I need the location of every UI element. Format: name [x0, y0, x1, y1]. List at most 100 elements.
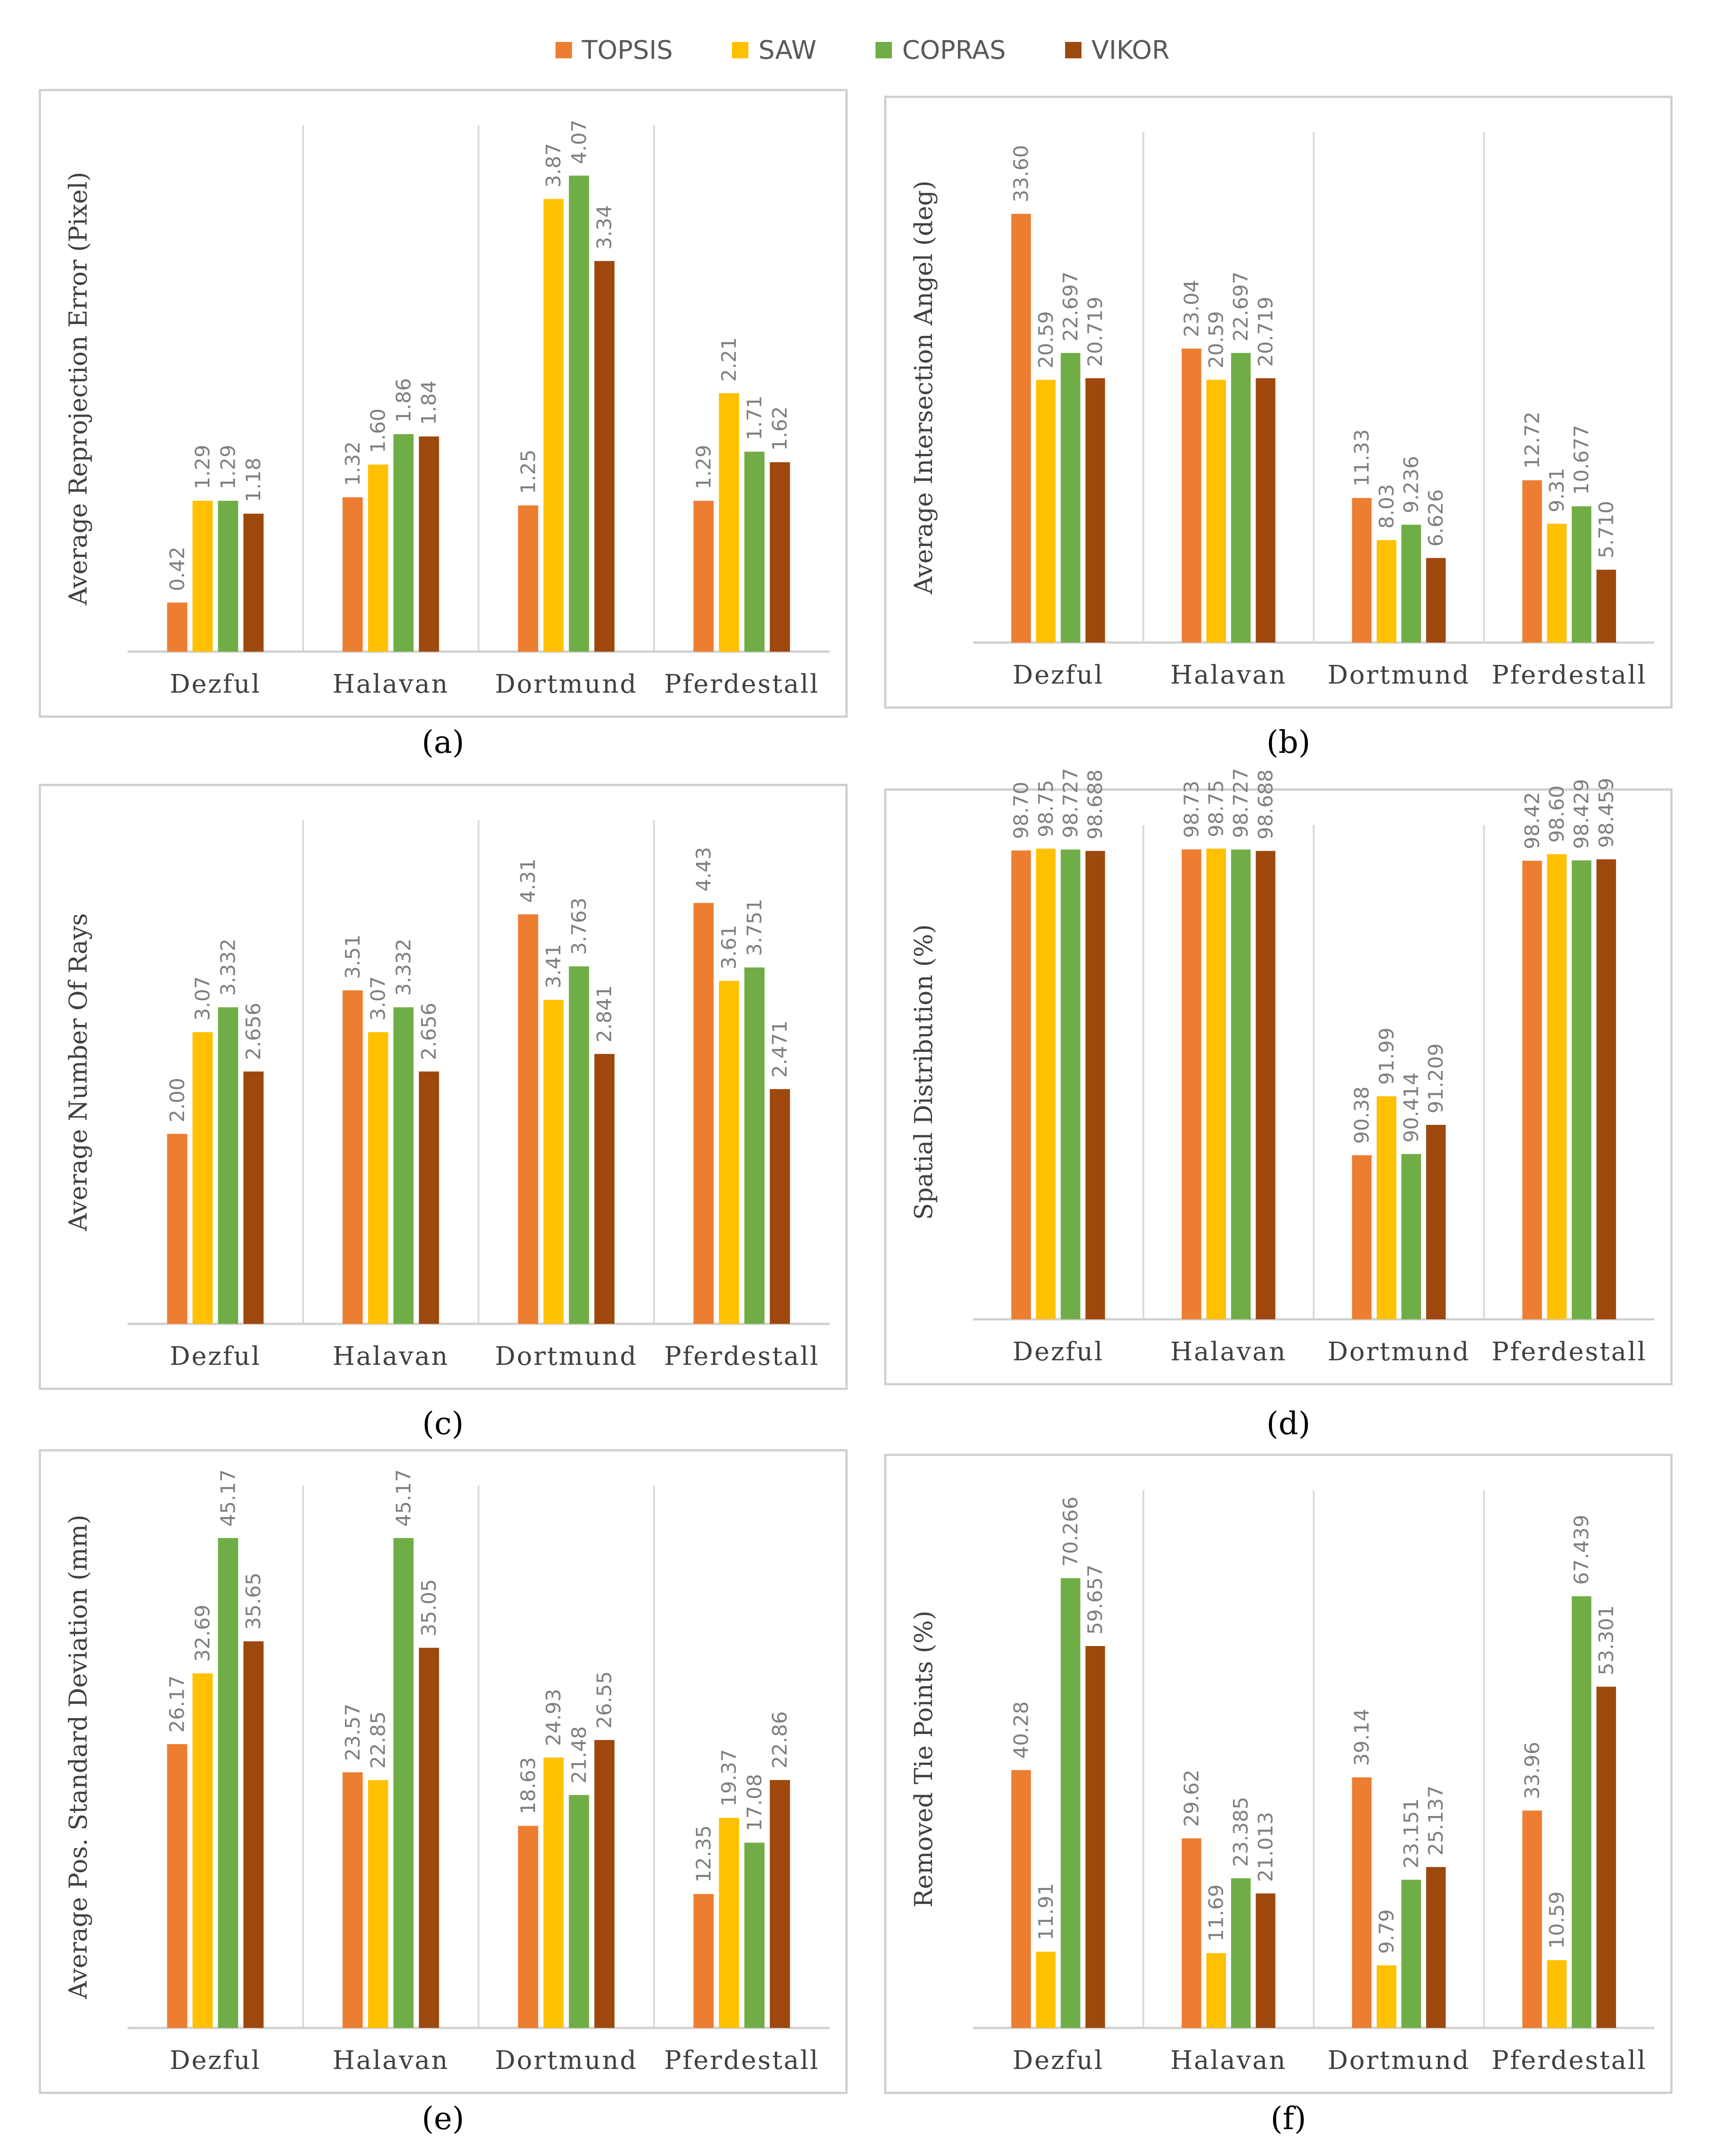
x-tick-label: Dortmund: [1328, 1337, 1470, 1367]
data-label: 1.29: [191, 445, 215, 489]
bar-topsis-pferdestall: [1522, 861, 1542, 1319]
legend-swatch: [875, 42, 892, 58]
bar-copras-halavan: [393, 1007, 413, 1324]
panel-caption-a: (a): [352, 725, 534, 761]
data-label: 32.69: [191, 1605, 215, 1662]
legend-label: VIKOR: [1092, 36, 1169, 65]
bar-saw-dezful: [1036, 849, 1056, 1319]
data-label: 1.29: [692, 445, 716, 489]
data-label: 12.72: [1521, 412, 1544, 469]
bar-topsis-halavan: [1182, 849, 1201, 1319]
bar-saw-halavan: [1206, 849, 1226, 1319]
bar-vikor-pferdestall: [770, 1089, 790, 1324]
bar-vikor-dezful: [1086, 1646, 1105, 2028]
bar-copras-halavan: [393, 1538, 413, 2028]
data-label: 98.75: [1205, 780, 1228, 837]
data-label: 21.013: [1254, 1812, 1277, 1882]
bar-copras-dezful: [218, 1538, 238, 2028]
data-label: 98.42: [1521, 792, 1544, 849]
data-label: 40.28: [1010, 1701, 1033, 1759]
bar-copras-halavan: [1231, 353, 1251, 643]
bar-vikor-halavan: [1256, 378, 1275, 643]
bar-topsis-halavan: [343, 1772, 363, 2028]
x-tick-label: Dezful: [1013, 660, 1104, 690]
data-label: 6.626: [1425, 489, 1448, 547]
bar-saw-dortmund: [1377, 1965, 1396, 2028]
data-label: 3.763: [567, 897, 591, 955]
x-tick-label: Dezful: [1013, 1337, 1104, 1367]
y-axis-label: Average Reprojection Error (Pixel): [64, 172, 93, 606]
data-label: 2.00: [166, 1078, 189, 1122]
legend-label: TOPSIS: [582, 36, 673, 65]
data-label: 98.70: [1010, 782, 1033, 839]
data-label: 3.07: [191, 976, 215, 1021]
bar-vikor-dortmund: [1426, 1125, 1446, 1319]
data-label: 1.18: [242, 458, 265, 502]
legend-item-topsis: TOPSIS: [556, 36, 673, 65]
bar-copras-dezful: [1061, 353, 1080, 643]
bar-saw-pferdestall: [719, 981, 739, 1324]
data-label: 9.31: [1545, 468, 1569, 512]
data-label: 3.61: [718, 925, 741, 969]
data-label: 11.69: [1205, 1884, 1228, 1942]
bar-vikor-halavan: [419, 1648, 439, 2028]
legend-swatch: [732, 42, 748, 58]
bar-topsis-dezful: [1011, 214, 1031, 643]
data-label: 2.841: [593, 985, 616, 1043]
data-label: 20.59: [1205, 311, 1228, 369]
data-label: 3.751: [743, 899, 766, 956]
x-tick-label: Pferdestall: [1492, 1337, 1647, 1367]
bar-saw-halavan: [368, 464, 388, 652]
data-label: 20.719: [1084, 297, 1107, 367]
bar-copras-halavan: [393, 434, 413, 652]
bar-topsis-dortmund: [1352, 1155, 1372, 1319]
data-label: 98.727: [1059, 768, 1082, 838]
bar-topsis-dezful: [1011, 850, 1031, 1319]
x-tick-label: Dortmund: [1328, 2046, 1470, 2075]
data-label: 1.62: [768, 406, 792, 451]
bar-topsis-dezful: [167, 1744, 187, 2028]
bar-vikor-dezful: [243, 1071, 263, 1324]
data-label: 98.60: [1545, 785, 1569, 843]
bar-saw-pferdestall: [1547, 854, 1567, 1319]
data-label: 22.697: [1059, 272, 1082, 342]
bar-saw-pferdestall: [1547, 1960, 1567, 2028]
legend-item-copras: COPRAS: [875, 36, 1005, 65]
bar-topsis-halavan: [1182, 349, 1201, 643]
bar-copras-pferdestall: [744, 1842, 764, 2028]
data-label: 98.75: [1035, 780, 1058, 837]
data-label: 17.08: [743, 1774, 766, 1832]
data-label: 35.65: [242, 1573, 265, 1630]
data-label: 98.73: [1180, 781, 1203, 838]
legend-swatch: [1065, 42, 1081, 58]
data-label: 39.14: [1350, 1708, 1374, 1766]
bar-saw-halavan: [1206, 380, 1226, 643]
data-label: 22.85: [367, 1711, 390, 1769]
data-label: 90.414: [1400, 1072, 1423, 1142]
bar-copras-dortmund: [1401, 1880, 1421, 2028]
x-tick-label: Dortmund: [495, 669, 638, 699]
bar-copras-halavan: [1231, 1878, 1251, 2028]
bar-topsis-halavan: [343, 497, 363, 652]
bar-topsis-pferdestall: [1522, 480, 1542, 643]
bar-copras-dortmund: [569, 966, 589, 1324]
y-axis-label: Removed Tie Points (%): [909, 1611, 938, 1908]
data-label: 23.04: [1180, 280, 1203, 337]
data-label: 2.656: [417, 1003, 441, 1060]
bar-saw-dezful: [1036, 380, 1056, 643]
data-label: 25.137: [1425, 1786, 1448, 1856]
bar-saw-halavan: [368, 1780, 388, 2028]
bar-topsis-dezful: [167, 1134, 187, 1324]
data-label: 18.63: [517, 1757, 540, 1815]
data-label: 12.35: [692, 1825, 716, 1883]
data-label: 98.688: [1084, 769, 1107, 839]
data-label: 3.51: [341, 934, 365, 979]
data-label: 90.38: [1350, 1086, 1374, 1144]
bar-copras-pferdestall: [1572, 506, 1591, 643]
data-label: 10.677: [1570, 425, 1593, 495]
data-label: 20.59: [1035, 311, 1058, 369]
legend-item-saw: SAW: [732, 36, 816, 65]
bar-topsis-pferdestall: [1522, 1811, 1542, 2028]
bar-topsis-dezful: [1011, 1770, 1031, 2028]
